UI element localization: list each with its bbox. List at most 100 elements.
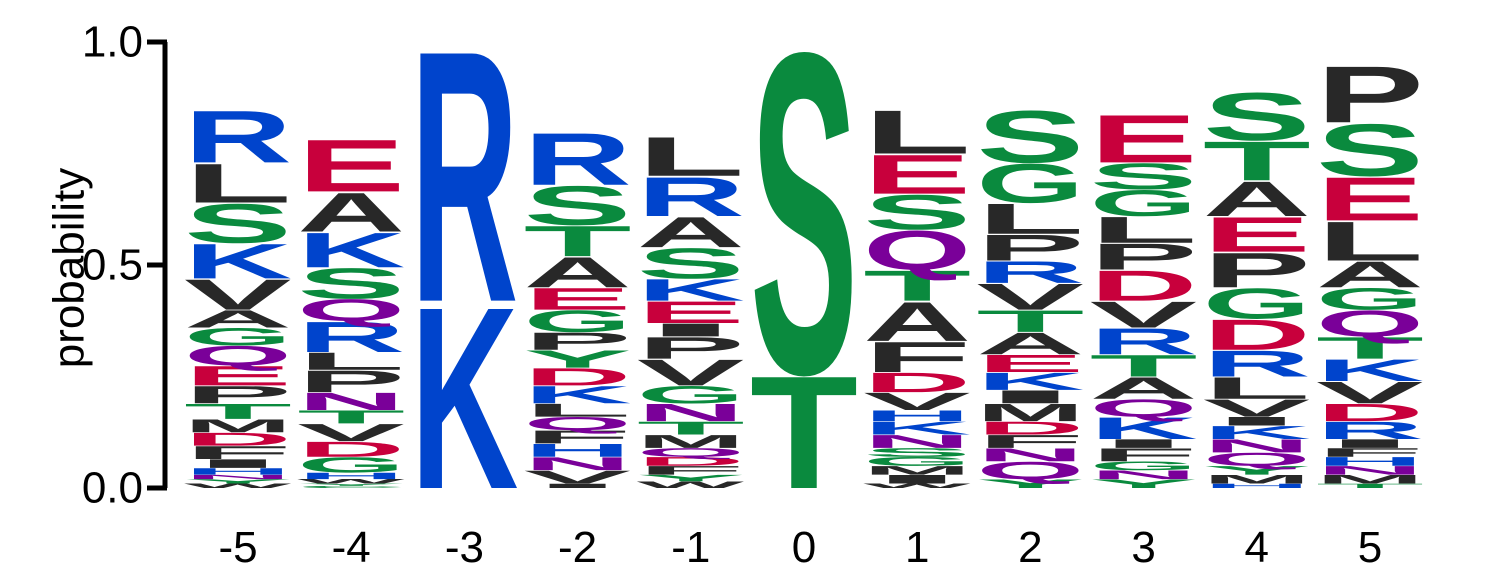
- x-tick-label: -5: [218, 523, 257, 572]
- residue-glyph-K: K: [863, 418, 971, 439]
- residue-glyph-F: F: [863, 333, 971, 382]
- residue-glyph-Y: Y: [1090, 477, 1198, 491]
- residue-glyph-W: W: [863, 482, 970, 489]
- residue-glyph-E: E: [1203, 207, 1311, 262]
- residue-glyph-Y: Y: [976, 477, 1084, 491]
- residue-glyph-S: S: [976, 95, 1084, 178]
- residue-glyph-L: L: [1203, 371, 1311, 406]
- residue-glyph-Y: Y: [297, 483, 405, 486]
- residue-glyph-M: M: [863, 463, 971, 477]
- logo-column-0: TS: [750, 0, 858, 522]
- residue-glyph-E: E: [863, 143, 971, 206]
- residue-glyph-P: P: [297, 364, 405, 399]
- residue-glyph-M: M: [1316, 472, 1424, 486]
- residue-glyph-L: L: [637, 125, 745, 188]
- residue-glyph-P: P: [1090, 236, 1198, 277]
- residue-glyph-N: N: [184, 474, 292, 481]
- residue-glyph-M: M: [976, 399, 1084, 427]
- y-tick-label: 0.5: [82, 241, 143, 290]
- residue-glyph-V: V: [863, 388, 971, 416]
- residue-glyph-S: S: [184, 192, 292, 255]
- residue-glyph-F: F: [976, 431, 1084, 452]
- residue-glyph-E: E: [1090, 102, 1198, 178]
- residue-glyph-D: D: [637, 455, 745, 469]
- residue-glyph-S: S: [863, 446, 971, 460]
- residue-glyph-D: D: [1090, 262, 1198, 310]
- x-tick-label: -2: [558, 523, 597, 572]
- residue-glyph-G: G: [1316, 282, 1424, 316]
- residue-glyph-G: G: [863, 455, 971, 469]
- residue-glyph-K: K: [410, 253, 518, 544]
- residue-glyph-Q: Q: [976, 457, 1084, 485]
- residue-glyph-S: S: [637, 240, 745, 288]
- residue-glyph-Q: Q: [297, 293, 405, 327]
- residue-glyph-V: V: [184, 271, 292, 319]
- residue-glyph-T: T: [524, 217, 632, 266]
- residue-glyph-A: A: [1090, 371, 1198, 406]
- residue-glyph-S: S: [863, 185, 971, 240]
- residue-glyph-E: E: [524, 281, 632, 316]
- x-tick-label: 3: [1131, 523, 1155, 572]
- residue-glyph-W: W: [637, 480, 746, 490]
- residue-glyph-Q: Q: [1203, 449, 1311, 470]
- residue-glyph-R: R: [1203, 343, 1311, 385]
- residue-glyph-T: T: [863, 262, 971, 311]
- residue-glyph-E: E: [637, 295, 745, 330]
- residue-glyph-I: I: [1203, 414, 1311, 428]
- residue-glyph-T: T: [297, 406, 405, 427]
- residue-glyph-D: D: [976, 418, 1084, 439]
- residue-glyph-M: M: [184, 415, 292, 436]
- residue-glyph-L: L: [1090, 209, 1198, 251]
- residue-glyph-G: G: [1090, 459, 1198, 473]
- residue-glyph-G: G: [184, 323, 292, 351]
- residue-glyph-F: F: [1316, 446, 1424, 460]
- residue-glyph-V: V: [637, 352, 745, 394]
- residue-glyph-R: R: [524, 118, 632, 201]
- residue-glyph-Q: Q: [863, 219, 971, 281]
- residue-glyph-D: D: [863, 367, 971, 398]
- residue-glyph-K: K: [637, 273, 745, 308]
- residue-glyph-P: P: [1316, 50, 1424, 140]
- residue-glyph-H: H: [863, 407, 971, 424]
- residue-glyph-P: P: [976, 227, 1084, 268]
- residue-glyph-V: V: [297, 419, 405, 447]
- residue-glyph-P: P: [524, 327, 632, 355]
- residue-glyph-N: N: [637, 399, 745, 427]
- residue-glyph-E: E: [976, 350, 1084, 378]
- x-tick-label: 5: [1358, 523, 1382, 572]
- residue-glyph-I: I: [524, 482, 632, 489]
- residue-glyph-Q: Q: [637, 446, 745, 460]
- residue-glyph-F: F: [1090, 444, 1198, 465]
- y-tick-label: 0.0: [82, 464, 143, 513]
- residue-glyph-T: T: [976, 304, 1084, 339]
- residue-glyph-F: F: [184, 442, 292, 463]
- residue-glyph-D: D: [1316, 399, 1424, 427]
- y-axis: 0.0 0.5 1.0: [82, 18, 168, 513]
- x-axis: -5 -4 -3 -2 -1 0 1 2 3 4 5: [218, 523, 1382, 572]
- residue-glyph-Q: Q: [184, 340, 292, 371]
- y-axis-label: probability: [45, 168, 94, 369]
- residue-glyph-H: H: [184, 466, 292, 476]
- residue-glyph-Y: Y: [1203, 464, 1311, 478]
- x-tick-label: 4: [1245, 523, 1269, 572]
- residue-glyph-Y: Y: [524, 345, 632, 373]
- residue-glyph-H: H: [297, 471, 405, 481]
- residue-glyph-N: N: [1090, 468, 1198, 482]
- residue-glyph-Y: Y: [637, 473, 745, 483]
- x-tick-label: 2: [1018, 523, 1042, 572]
- residue-glyph-R: R: [1316, 417, 1424, 445]
- residue-glyph-Q: Q: [524, 413, 632, 434]
- residue-glyph-Y: Y: [184, 478, 292, 485]
- x-tick-label: -4: [332, 523, 371, 572]
- residue-glyph-W: W: [184, 482, 291, 489]
- residue-glyph-H: H: [1316, 455, 1424, 469]
- residue-glyph-M: M: [1203, 472, 1311, 486]
- x-tick-label: 0: [792, 523, 816, 572]
- residue-glyph-G: G: [1090, 182, 1198, 224]
